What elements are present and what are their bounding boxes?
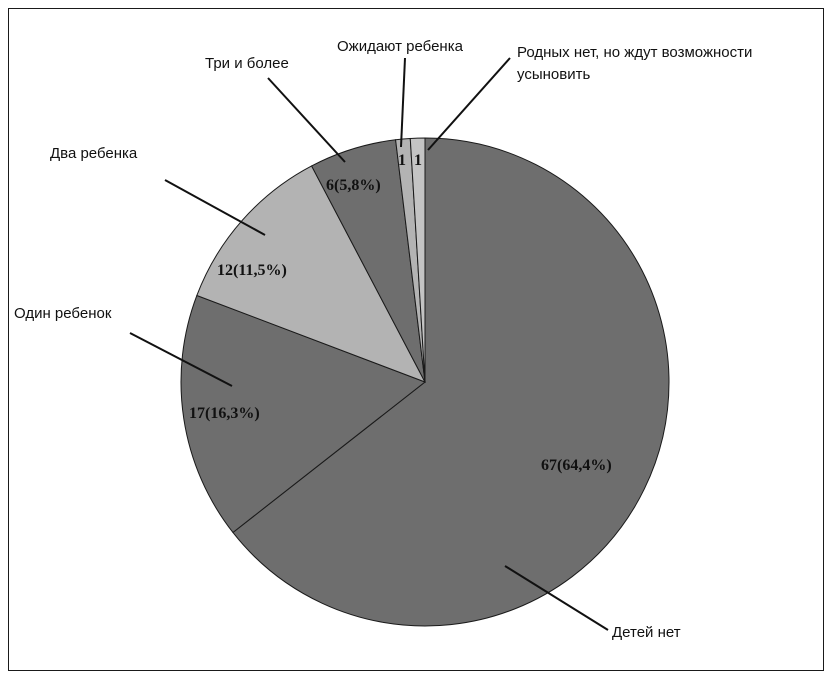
slice-two-children xyxy=(196,165,427,383)
pie-slices xyxy=(180,137,670,627)
value-label-three-plus: 6(5,8%) xyxy=(326,177,381,194)
leader-adopt xyxy=(427,57,511,151)
category-label-no-children: Детей нет xyxy=(612,624,681,641)
category-label-three-plus: Три и более xyxy=(205,55,289,72)
category-label-two-children: Два ребенка xyxy=(50,145,138,162)
leader-expecting xyxy=(400,57,406,148)
value-label-expecting: 1 xyxy=(398,152,406,169)
pie-labels: Детей нет Один ребенок Два ребенка Три и… xyxy=(14,38,757,641)
value-label-adopt: 1 xyxy=(414,152,422,169)
category-label-adopt-line1: Родных нет, но ждут возможности xyxy=(517,44,752,61)
category-label-expecting: Ожидают ребенка xyxy=(337,38,464,55)
leader-one-child xyxy=(129,332,233,387)
value-label-one-child: 17(16,3%) xyxy=(189,405,260,422)
category-label-adopt: Родных нет, но ждут возможности усыновит… xyxy=(517,44,757,83)
slice-adopt xyxy=(409,137,426,383)
leader-two-children xyxy=(164,179,266,236)
category-label-one-child: Один ребенок xyxy=(14,305,112,322)
category-label-adopt-line2: усыновить xyxy=(517,66,590,83)
slice-one-child xyxy=(180,294,427,534)
slice-no-children xyxy=(232,137,670,627)
value-label-no-children: 67(64,4%) xyxy=(541,457,612,474)
value-label-two-children: 12(11,5%) xyxy=(217,262,287,279)
leader-no-children xyxy=(504,565,609,631)
leader-lines xyxy=(129,57,609,631)
leader-three-plus xyxy=(267,77,346,163)
